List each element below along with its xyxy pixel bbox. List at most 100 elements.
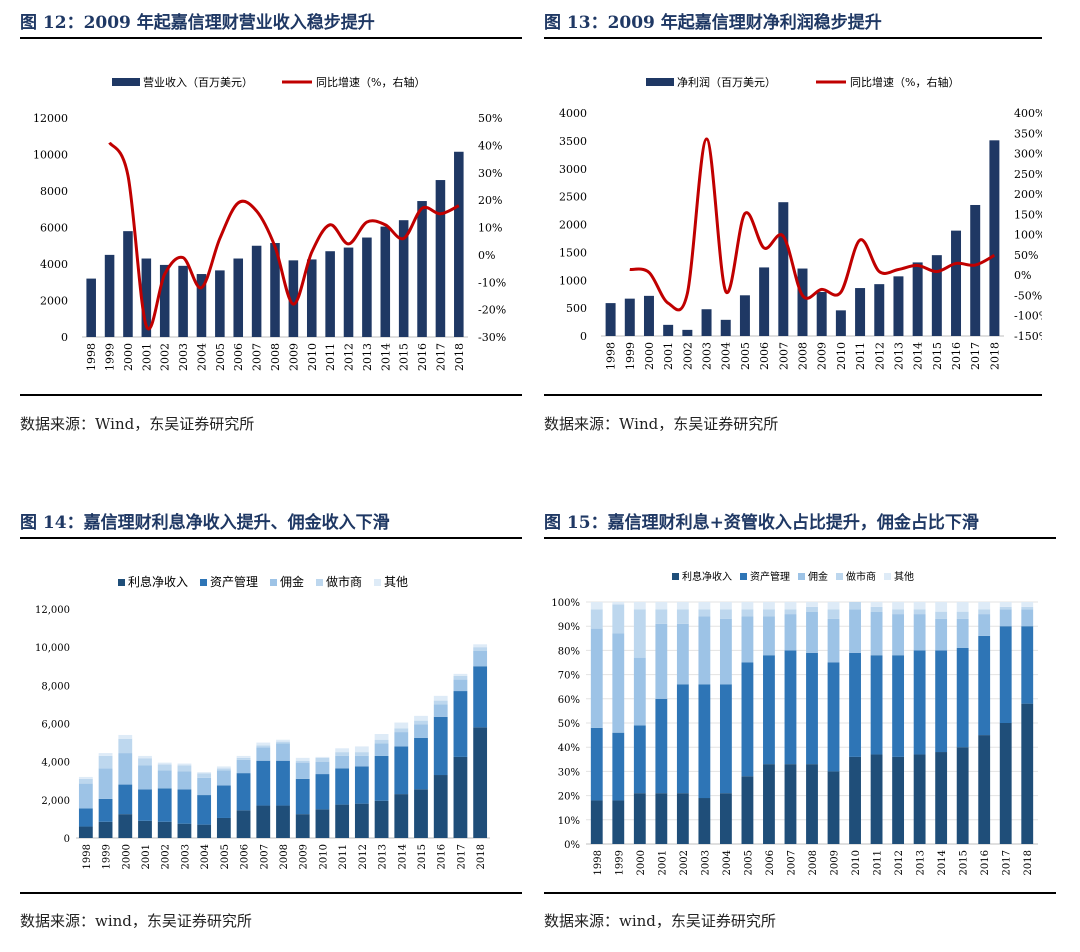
- x-tick-label: 2011: [873, 850, 884, 875]
- x-tick-label: 2002: [161, 844, 172, 869]
- chart-15: 利息净收入 资产管理 佣金 做市商 其他 0% 10% 20% 30% 40% 50% 60% 70% 8…: [551, 570, 1038, 875]
- bar-2013-佣金: [913, 614, 926, 651]
- bar-1998-利息净收入: [78, 826, 93, 838]
- bar-2003-资产管理: [698, 684, 711, 799]
- chart-12: 营业收入（百万美元） 同比增速（%，右轴） 0 2000 4000 6000 8000 100…: [33, 75, 506, 371]
- bar-2007-利息净收入: [784, 764, 797, 844]
- bar-2014-佣金: [935, 618, 948, 651]
- x-tick-label: 1999: [624, 342, 637, 370]
- x-tick-label: 2006: [232, 343, 245, 371]
- bar-2018-做市商: [1021, 606, 1034, 610]
- x-tick-label: 1998: [82, 844, 93, 869]
- y-right-tick-label: 150%: [1014, 208, 1042, 221]
- bar-2014-做市商: [394, 728, 409, 733]
- legend-label: 资产管理: [210, 574, 258, 589]
- x-tick-label: 2000: [636, 850, 647, 875]
- y-right-tick-label: -30%: [478, 331, 506, 344]
- bar-2011-佣金: [335, 755, 350, 769]
- bar-1999: [104, 254, 115, 337]
- growth-line: [629, 137, 996, 312]
- y-right-tick-label: 350%: [1014, 127, 1042, 140]
- x-tick-label: 1998: [605, 342, 618, 370]
- bar-2012: [874, 284, 885, 336]
- bar-2007-资产管理: [784, 650, 797, 765]
- y-right-tick-label: 30%: [478, 167, 502, 180]
- bar-2007-资产管理: [256, 760, 271, 806]
- x-tick-label: 2016: [980, 850, 991, 875]
- x-tick-label: 2014: [912, 342, 925, 370]
- legend-swatch: [374, 579, 381, 586]
- bar-2005-佣金: [741, 616, 754, 663]
- bar-2002-其他: [157, 762, 172, 765]
- bar-2011-利息净收入: [870, 754, 883, 844]
- bar-2016-其他: [433, 695, 448, 701]
- bar-2011: [325, 251, 335, 337]
- bar-2018-资产管理: [1021, 626, 1034, 704]
- y-left-tick-label: 2500: [559, 191, 587, 204]
- bar-2003-做市商: [177, 765, 192, 772]
- bar-2010-做市商: [849, 602, 861, 610]
- bar-2015-利息净收入: [414, 789, 428, 838]
- y-left-tick-label: 2000: [559, 219, 587, 232]
- bar-2009-佣金: [295, 762, 310, 779]
- bar-2013-利息净收入: [913, 754, 926, 844]
- x-tick-label: 2011: [854, 342, 867, 370]
- source-rule: [544, 394, 1042, 396]
- y-tick-label: 20%: [558, 792, 580, 803]
- bar-2011-做市商: [335, 752, 350, 756]
- x-tick-label: 1998: [85, 343, 98, 371]
- bar-2018-佣金: [473, 650, 488, 667]
- y-right-tick-label: 20%: [478, 194, 502, 207]
- bar-2000-利息净收入: [118, 814, 133, 838]
- bar-2002-其他: [676, 602, 689, 610]
- bar-2018-做市商: [473, 647, 488, 651]
- y-right-tick-label: 40%: [478, 139, 502, 152]
- bar-2004-利息净收入: [197, 824, 212, 838]
- bar-2000-佣金: [118, 753, 133, 785]
- y-tick-label: 10%: [558, 816, 580, 827]
- y-right-tick-label: 300%: [1014, 148, 1042, 161]
- legend-label: 利息净收入: [128, 574, 188, 589]
- growth-line: [108, 141, 460, 331]
- bar-2010-利息净收入: [849, 756, 861, 844]
- bar-2006-佣金: [763, 616, 775, 656]
- bar-2009-其他: [827, 602, 840, 610]
- bar-2016-做市商: [978, 609, 991, 615]
- bar-2011-利息净收入: [335, 804, 350, 838]
- legend-label: 做市商: [846, 570, 876, 583]
- title-rule: [20, 37, 522, 39]
- x-tick-label: 2015: [417, 844, 428, 869]
- x-tick-label: 2012: [358, 844, 369, 869]
- bar-2000: [643, 295, 654, 336]
- bar-2016-其他: [978, 602, 991, 610]
- bar-2002-利息净收入: [676, 793, 689, 844]
- bar-1998: [605, 303, 616, 336]
- bar-2005-资产管理: [741, 662, 754, 777]
- bar-2017-其他: [999, 602, 1012, 607]
- figure-15-source: 数据来源：wind，东吴证券研究所: [544, 912, 776, 930]
- bar-2000-做市商: [118, 738, 133, 754]
- source-rule: [20, 394, 522, 396]
- bar-2004-做市商: [719, 609, 732, 619]
- y-left-tick-label: 1500: [559, 246, 587, 259]
- bar-2004-佣金: [197, 777, 212, 796]
- x-tick-label: 2005: [739, 342, 752, 370]
- bar-2017: [970, 204, 981, 336]
- bar-2004-其他: [197, 772, 212, 774]
- y-left-tick-label: 0: [580, 330, 587, 343]
- bar-2002: [159, 264, 170, 337]
- bar-2000-其他: [633, 602, 646, 610]
- x-tick-label: 2009: [830, 850, 841, 875]
- bar-2004-利息净收入: [719, 793, 732, 844]
- x-tick-label: 2018: [453, 343, 466, 371]
- bar-2013-佣金: [374, 743, 389, 756]
- bar-2006: [759, 267, 770, 336]
- bar-1998-佣金: [590, 628, 603, 728]
- bar-2018-佣金: [1021, 609, 1034, 627]
- figure-13-source: 数据来源：Wind，东吴证券研究所: [544, 415, 779, 433]
- bar-2009-其他: [295, 757, 310, 761]
- bar-2010: [835, 310, 846, 336]
- bar-2008: [270, 243, 280, 337]
- y-right-tick-label: 0%: [478, 249, 495, 262]
- x-tick-label: 2006: [240, 844, 251, 869]
